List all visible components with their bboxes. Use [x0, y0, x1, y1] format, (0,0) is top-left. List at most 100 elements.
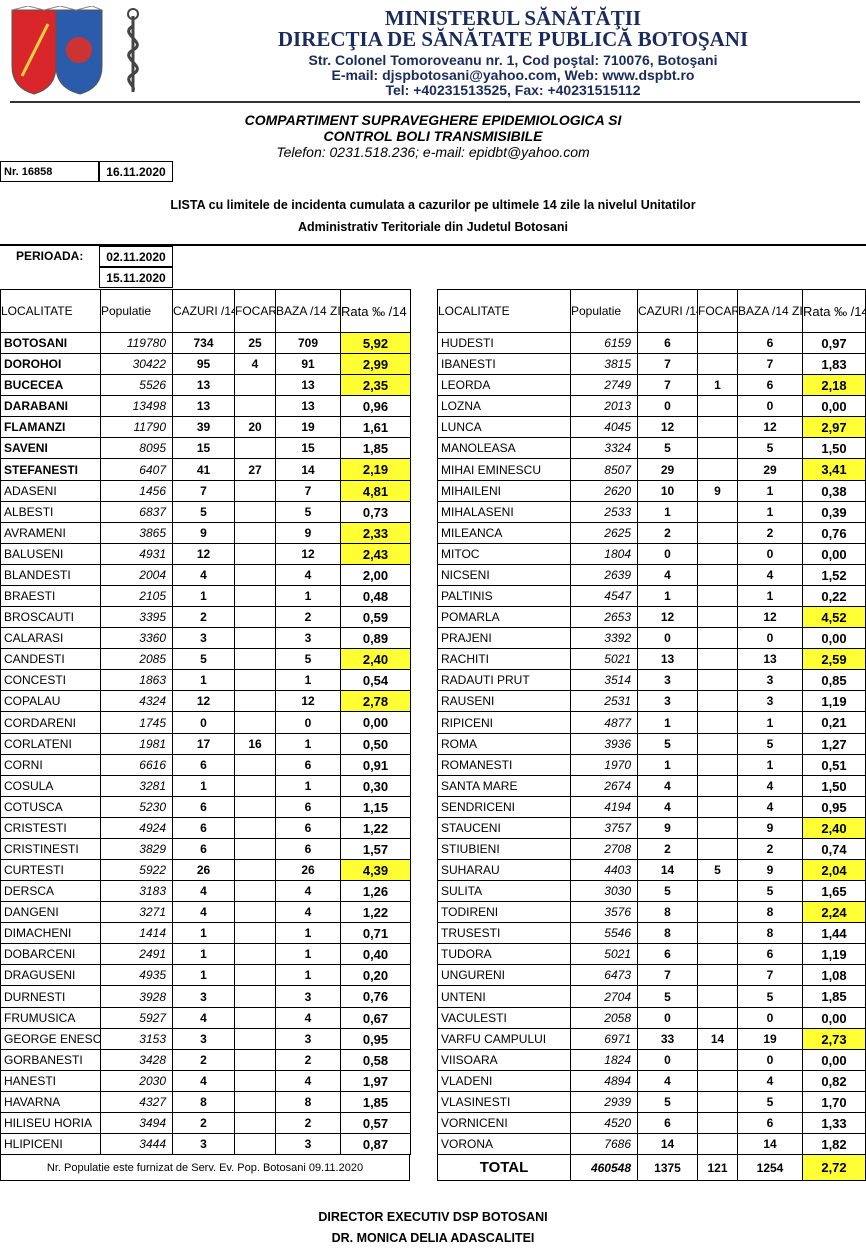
rate: 0,54 — [340, 669, 411, 691]
rate: 0,85 — [802, 669, 866, 691]
address: Str. Colonel Tomoroveanu nr. 1, Cod poşt… — [308, 52, 718, 68]
cases: 0 — [637, 543, 698, 565]
locality: PRAJENI — [437, 627, 571, 649]
outbreak-cases — [697, 543, 738, 565]
base-cases: 3 — [275, 627, 341, 649]
outbreak-cases — [234, 606, 276, 628]
base-cases: 3 — [737, 669, 803, 691]
population: 2708 — [570, 838, 638, 860]
base-cases: 1 — [275, 733, 341, 755]
locality: RADAUTI PRUT — [437, 669, 571, 691]
department: CONTROL BOLI TRANSMISIBILE — [323, 128, 543, 144]
population: 4894 — [570, 1070, 638, 1092]
base-cases: 4 — [275, 901, 341, 923]
population: 2491 — [100, 943, 173, 965]
base-cases: 9 — [737, 817, 803, 839]
base-cases: 5 — [737, 880, 803, 902]
population: 8095 — [100, 437, 173, 459]
outbreak-cases — [234, 796, 276, 818]
outbreak-cases — [234, 985, 276, 1008]
population: 3514 — [570, 669, 638, 691]
base-cases: 1 — [737, 585, 803, 607]
cases: 12 — [637, 606, 698, 628]
cases: 3 — [637, 669, 698, 691]
cases: 4 — [172, 901, 235, 923]
base-cases: 7 — [275, 480, 341, 502]
locality: NICSENI — [437, 564, 571, 586]
rate: 2,59 — [802, 648, 866, 670]
outbreak-cases — [697, 964, 738, 986]
rate: 1,83 — [802, 353, 866, 375]
locality: ADASENI — [0, 480, 101, 502]
doc-number: Nr. 16858 — [0, 161, 99, 182]
population: 4935 — [100, 964, 173, 986]
locality: BRAESTI — [0, 585, 101, 607]
rate: 0,73 — [340, 501, 411, 523]
population: 2058 — [570, 1007, 638, 1029]
cases: 10 — [637, 480, 698, 502]
rate: 2,73 — [802, 1028, 866, 1050]
rate: 1,19 — [802, 690, 866, 712]
locality: DARABANI — [0, 395, 101, 417]
rate: 0,96 — [340, 395, 411, 417]
base-cases: 4 — [737, 775, 803, 797]
cases: 1 — [637, 754, 698, 776]
rate: 0,95 — [340, 1028, 411, 1050]
population: 1456 — [100, 480, 173, 502]
locality: LOZNA — [437, 395, 571, 417]
base-cases: 13 — [737, 648, 803, 670]
base-cases: 14 — [737, 1133, 803, 1155]
cases: 13 — [172, 374, 235, 396]
total-outbreak-cases: 121 — [697, 1154, 738, 1181]
population: 2639 — [570, 564, 638, 586]
column-header: CAZURI /14 ZILE — [172, 289, 235, 333]
rate: 0,82 — [802, 1070, 866, 1092]
population: 3928 — [100, 985, 173, 1008]
base-cases: 1 — [275, 585, 341, 607]
outbreak-cases — [234, 859, 276, 881]
period-end: 15.11.2020 — [99, 267, 173, 288]
rate: 0,21 — [802, 711, 866, 734]
cases: 4 — [637, 775, 698, 797]
base-cases: 3 — [737, 690, 803, 712]
outbreak-cases: 4 — [234, 353, 276, 375]
outbreak-cases — [697, 437, 738, 459]
cases: 12 — [172, 690, 235, 712]
outbreak-cases: 9 — [697, 480, 738, 502]
population: 2533 — [570, 501, 638, 523]
cases: 7 — [637, 374, 698, 396]
base-cases: 9 — [737, 859, 803, 881]
population: 1863 — [100, 669, 173, 691]
rate: 0,51 — [802, 754, 866, 776]
locality: FRUMUSICA — [0, 1007, 101, 1029]
rate: 0,00 — [802, 543, 866, 565]
rate: 0,59 — [340, 606, 411, 628]
locality: BROSCAUTI — [0, 606, 101, 628]
population: 3865 — [100, 522, 173, 544]
rate: 0,40 — [340, 943, 411, 965]
locality: VACULESTI — [437, 1007, 571, 1029]
column-header: FOCAR — [697, 289, 738, 333]
outbreak-cases — [234, 817, 276, 839]
rate: 2,18 — [802, 374, 866, 396]
cases: 26 — [172, 859, 235, 881]
base-cases: 8 — [737, 922, 803, 944]
locality: BUCECEA — [0, 374, 101, 396]
base-cases: 8 — [275, 1091, 341, 1113]
population: 5927 — [100, 1007, 173, 1029]
locality: SUHARAU — [437, 859, 571, 881]
outbreak-cases — [697, 901, 738, 923]
cases: 5 — [637, 1091, 698, 1113]
outbreak-cases: 20 — [234, 416, 276, 438]
total-rate: 2,72 — [802, 1154, 866, 1181]
outbreak-cases — [234, 669, 276, 691]
locality: LEORDA — [437, 374, 571, 396]
rate: 1,70 — [802, 1091, 866, 1113]
logo-caduceus — [127, 8, 139, 92]
base-cases: 5 — [275, 501, 341, 523]
rate: 0,22 — [802, 585, 866, 607]
outbreak-cases — [697, 775, 738, 797]
base-cases: 6 — [275, 817, 341, 839]
base-cases: 4 — [275, 880, 341, 902]
locality: GEORGE ENESCU — [0, 1028, 101, 1050]
